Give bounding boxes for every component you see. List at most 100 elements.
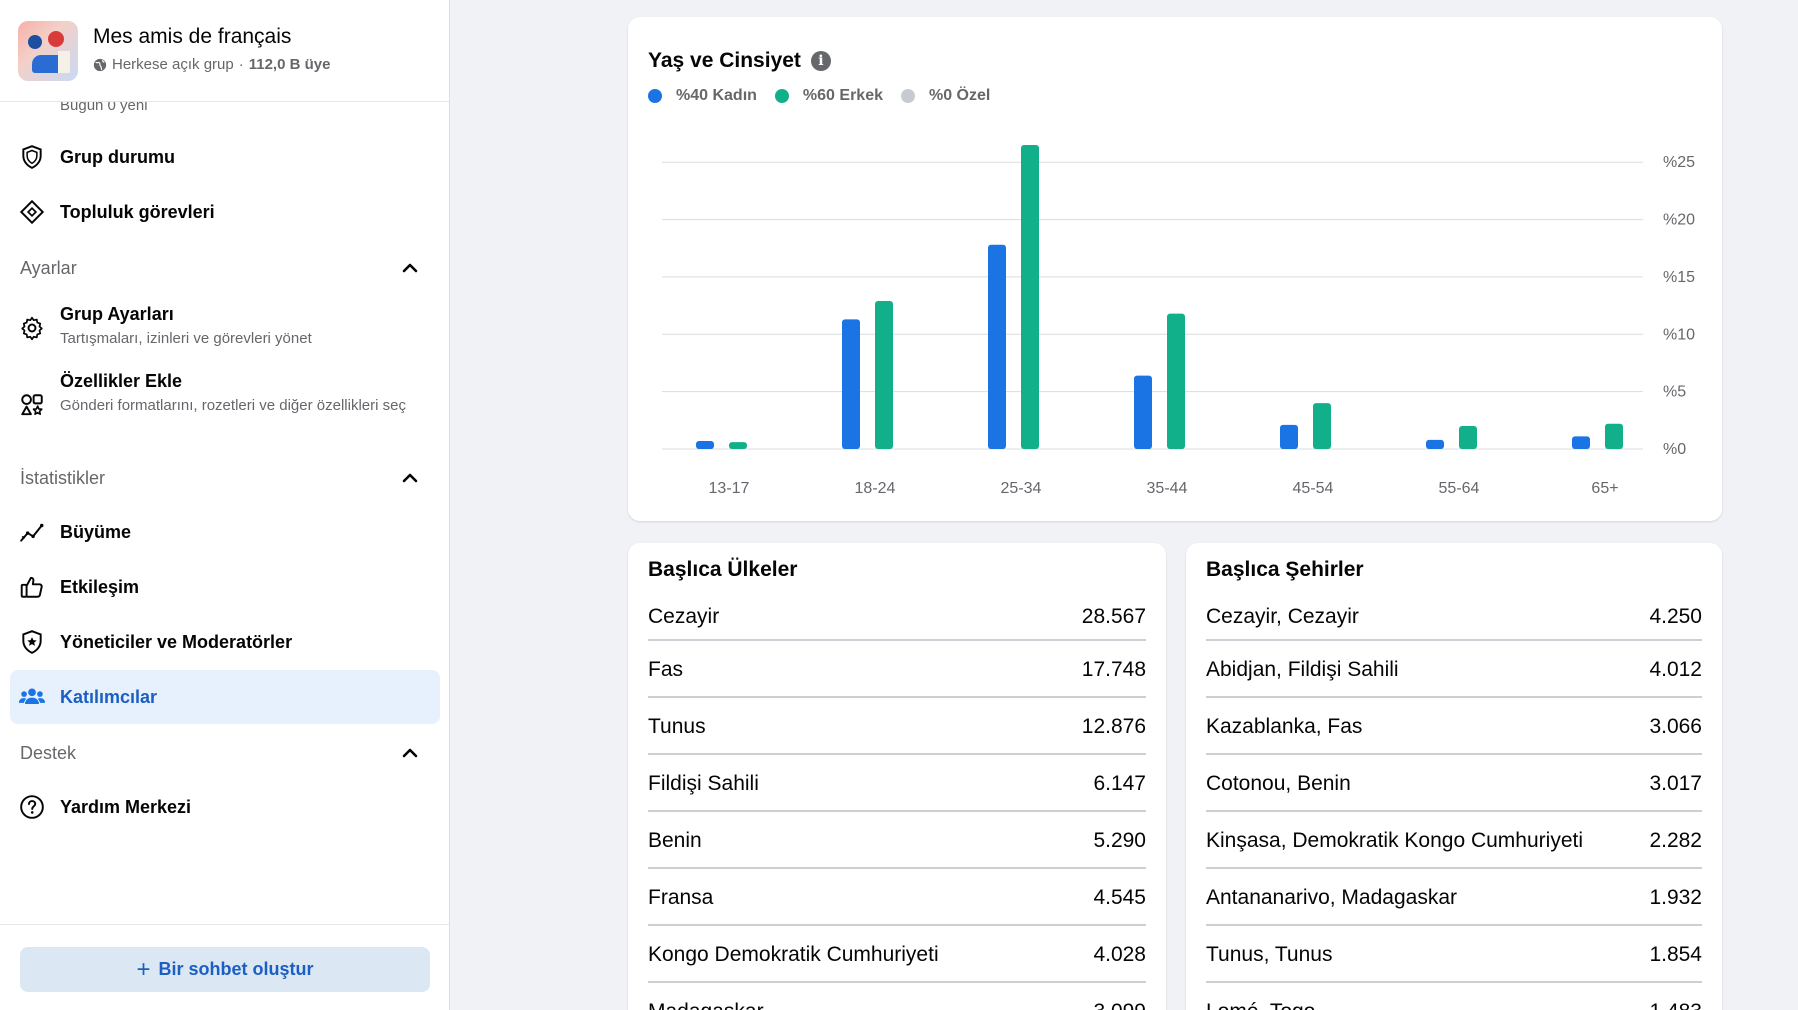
list-item-name: Lomé, Togo — [1206, 1000, 1315, 1010]
sidebar-item-label: Yöneticiler ve Moderatörler — [60, 631, 293, 652]
bar-kadın-55-64[interactable] — [1426, 439, 1444, 449]
bar-kadın-65+[interactable] — [1572, 436, 1590, 449]
list-item-value: 3.017 — [1649, 771, 1702, 795]
legend-label: %40 Kadın — [676, 87, 757, 104]
chevron-up-icon[interactable] — [400, 743, 420, 763]
bar-erkek-45-54[interactable] — [1313, 403, 1331, 449]
bar-kadın-18-24[interactable] — [842, 319, 860, 449]
list-item-name: Antananarivo, Madagaskar — [1206, 885, 1457, 909]
age-gender-title: Yaş ve Cinsiyet i — [648, 49, 831, 73]
list-item: Lomé, Togo 1.483 — [1206, 983, 1702, 1010]
legend-item-female: %40 Kadın — [648, 87, 757, 105]
list-item-name: Fransa — [648, 885, 714, 909]
group-name[interactable]: Mes amis de français — [93, 25, 292, 48]
list-item-name: Fas — [648, 657, 684, 681]
list-item-value: 1.854 — [1649, 942, 1702, 966]
list-item-name: Tunus, Tunus — [1206, 942, 1333, 966]
sidebar-item-label: Yardım Merkezi — [60, 796, 192, 817]
sidebar-item-group-settings[interactable]: Grup Ayarları Tartışmaları, izinleri ve … — [10, 298, 440, 358]
bar-erkek-65+[interactable] — [1605, 423, 1623, 449]
list-item-name: Kongo Demokratik Cumhuriyeti — [648, 942, 939, 966]
list-item-value: 4.012 — [1649, 657, 1702, 681]
bar-kadın-45-54[interactable] — [1280, 424, 1298, 449]
create-chat-button[interactable]: + Bir sohbet oluştur — [20, 947, 430, 992]
list-item: Fildişi Sahili 6.147 — [648, 755, 1146, 812]
sidebar-item-participants[interactable]: Katılımcılar — [10, 670, 440, 724]
chevron-up-icon[interactable] — [400, 258, 420, 278]
list-item-value: 4.028 — [1093, 942, 1146, 966]
growth-icon — [18, 518, 46, 546]
sidebar-item-growth[interactable]: Büyüme — [10, 505, 440, 559]
sidebar-item-label: Büyüme — [60, 521, 132, 542]
legend-dot — [900, 89, 915, 103]
section-title: İstatistikler — [20, 467, 106, 488]
list-item: Kinşasa, Demokratik Kongo Cumhuriyeti 2.2… — [1206, 812, 1702, 869]
create-chat-label: Bir sohbet oluştur — [158, 959, 314, 979]
bar-kadın-13-17[interactable] — [696, 440, 714, 449]
list-item: Abidjan, Fildişi Sahili 4.012 — [1206, 641, 1702, 698]
sidebar-item-group-status[interactable]: Grup durumu — [10, 130, 440, 184]
list-item-value: 1.932 — [1649, 885, 1702, 909]
x-tick-label: 13-17 — [709, 480, 750, 497]
sidebar-item-label: Grup durumu — [60, 146, 175, 167]
list-item: Kazablanka, Fas 3.066 — [1206, 698, 1702, 755]
legend-label: %0 Özel — [928, 87, 991, 104]
top-countries-card: Başlıca Ülkeler Cezayir 28.567 Fas 17.748 Tu… — [628, 543, 1166, 1010]
top-cities-card: Başlıca Şehirler Cezayir, Cezayir 4.250 Ab… — [1186, 543, 1722, 1010]
sidebar-item-community-tasks[interactable]: Topluluk görevleri — [10, 185, 440, 239]
section-stats-header[interactable]: İstatistikler — [20, 463, 420, 493]
bar-erkek-25-34[interactable] — [1021, 145, 1039, 449]
sidebar-item-engagement[interactable]: Etkileşim — [10, 560, 440, 614]
section-support-header[interactable]: Destek — [20, 738, 420, 768]
section-title: Ayarlar — [20, 257, 77, 278]
sidebar-item-description: Gönderi formatlarını, rozetleri ve diğer… — [60, 397, 406, 414]
chart-legend: %40 Kadın %60 Erkek %0 Özel — [648, 87, 990, 105]
sidebar-footer: + Bir sohbet oluştur — [0, 924, 449, 1010]
y-tick-label: %25 — [1663, 154, 1695, 171]
list-item: Tunus 12.876 — [648, 698, 1146, 755]
sidebar-item-help-center[interactable]: Yardım Merkezi — [10, 780, 440, 834]
bar-kadın-25-34[interactable] — [988, 244, 1006, 449]
section-settings-header[interactable]: Ayarlar — [20, 253, 420, 283]
group-member-count: 112,0 B üye — [248, 56, 331, 73]
list-item-value: 4.545 — [1093, 885, 1146, 909]
list-item: Fransa 4.545 — [648, 869, 1146, 926]
list-item: Fas 17.748 — [648, 641, 1146, 698]
bar-kadın-35-44[interactable] — [1134, 375, 1152, 449]
list-item: Cotonou, Benin 3.017 — [1206, 755, 1702, 812]
y-tick-label: %20 — [1663, 212, 1695, 229]
globe-icon — [93, 58, 107, 71]
list-item-name: Abidjan, Fildişi Sahili — [1206, 657, 1399, 681]
info-icon[interactable]: i — [810, 51, 831, 71]
cities-list: Cezayir, Cezayir 4.250 Abidjan, Fildişi Sa… — [1206, 593, 1702, 1010]
meta-separator: · — [238, 56, 244, 73]
sidebar-item-label: Özellikler Ekle — [60, 371, 183, 391]
chevron-up-icon[interactable] — [400, 468, 420, 488]
group-privacy: Herkese açık grup — [112, 56, 234, 73]
list-item-value: 12.876 — [1081, 714, 1146, 738]
sidebar-item-admins-moderators[interactable]: Yöneticiler ve Moderatörler — [10, 615, 440, 669]
card-title: Başlıca Ülkeler — [648, 558, 798, 581]
card-title: Yaş ve Cinsiyet — [648, 49, 801, 72]
list-item-value: 3.099 — [1093, 1000, 1146, 1010]
legend-item-male: %60 Erkek — [774, 87, 883, 105]
sidebar-item-add-features[interactable]: Özellikler Ekle Gönderi formatlarını, ro… — [10, 365, 440, 445]
legend-dot — [648, 89, 662, 103]
sidebar: Bugün 0 yeni Grup durumu Topluluk görevl… — [0, 0, 450, 1010]
bar-erkek-55-64[interactable] — [1459, 426, 1477, 449]
list-item-value: 5.290 — [1093, 828, 1146, 852]
legend-label: %60 Erkek — [802, 87, 883, 104]
bar-erkek-13-17[interactable] — [729, 442, 747, 449]
list-item-name: Fildişi Sahili — [648, 771, 759, 795]
list-item-value: 3.066 — [1649, 714, 1702, 738]
x-tick-label: 18-24 — [855, 480, 896, 497]
legend-dot — [774, 89, 789, 103]
list-item: Tunus, Tunus 1.854 — [1206, 926, 1702, 983]
list-item-name: Tunus — [648, 714, 706, 738]
bar-erkek-35-44[interactable] — [1167, 313, 1185, 449]
diamond-icon — [18, 198, 46, 226]
bar-erkek-18-24[interactable] — [875, 301, 893, 449]
y-tick-label: %10 — [1663, 326, 1695, 343]
list-item: Cezayir 28.567 — [648, 593, 1146, 641]
group-avatar[interactable] — [18, 21, 78, 81]
